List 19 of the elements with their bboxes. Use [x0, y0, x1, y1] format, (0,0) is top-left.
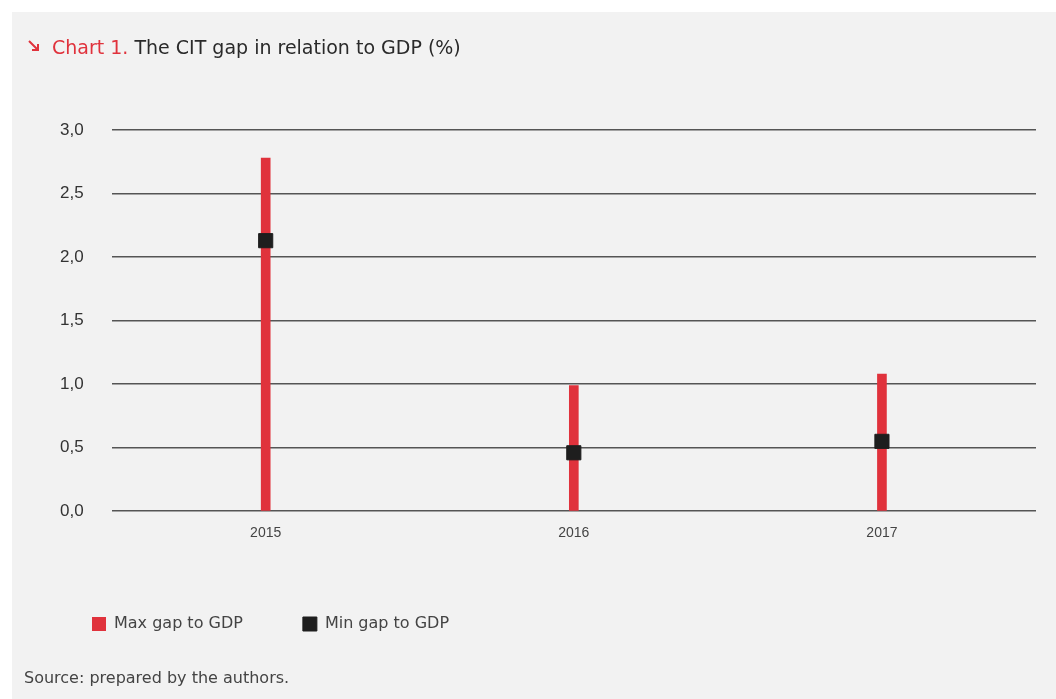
point	[566, 445, 582, 461]
chart-title: Chart 1. The CIT gap in relation to GDP (%)	[52, 36, 461, 58]
y-tick-label: 0,5	[59, 437, 84, 457]
y-tick-label: 2,5	[59, 183, 84, 203]
y-tick-label: 3,0	[59, 119, 84, 139]
y-tick-label: 1,5	[59, 310, 84, 330]
x-tick-label: 2017	[866, 524, 898, 541]
point	[874, 433, 890, 449]
source-note: Source: prepared by the authors.	[24, 668, 290, 687]
x-tick-label: 2016	[558, 524, 590, 541]
y-tick-label: 1,0	[59, 373, 84, 393]
y-tick-label: 0,0	[59, 500, 84, 520]
bar	[260, 157, 271, 511]
y-tick-label: 2,0	[59, 246, 84, 266]
point	[258, 233, 274, 249]
legend-label: Min gap to GDP	[324, 613, 450, 633]
legend-label: Max gap to GDP	[114, 613, 244, 633]
bar	[877, 373, 887, 511]
x-tick-label: 2015	[250, 524, 282, 541]
